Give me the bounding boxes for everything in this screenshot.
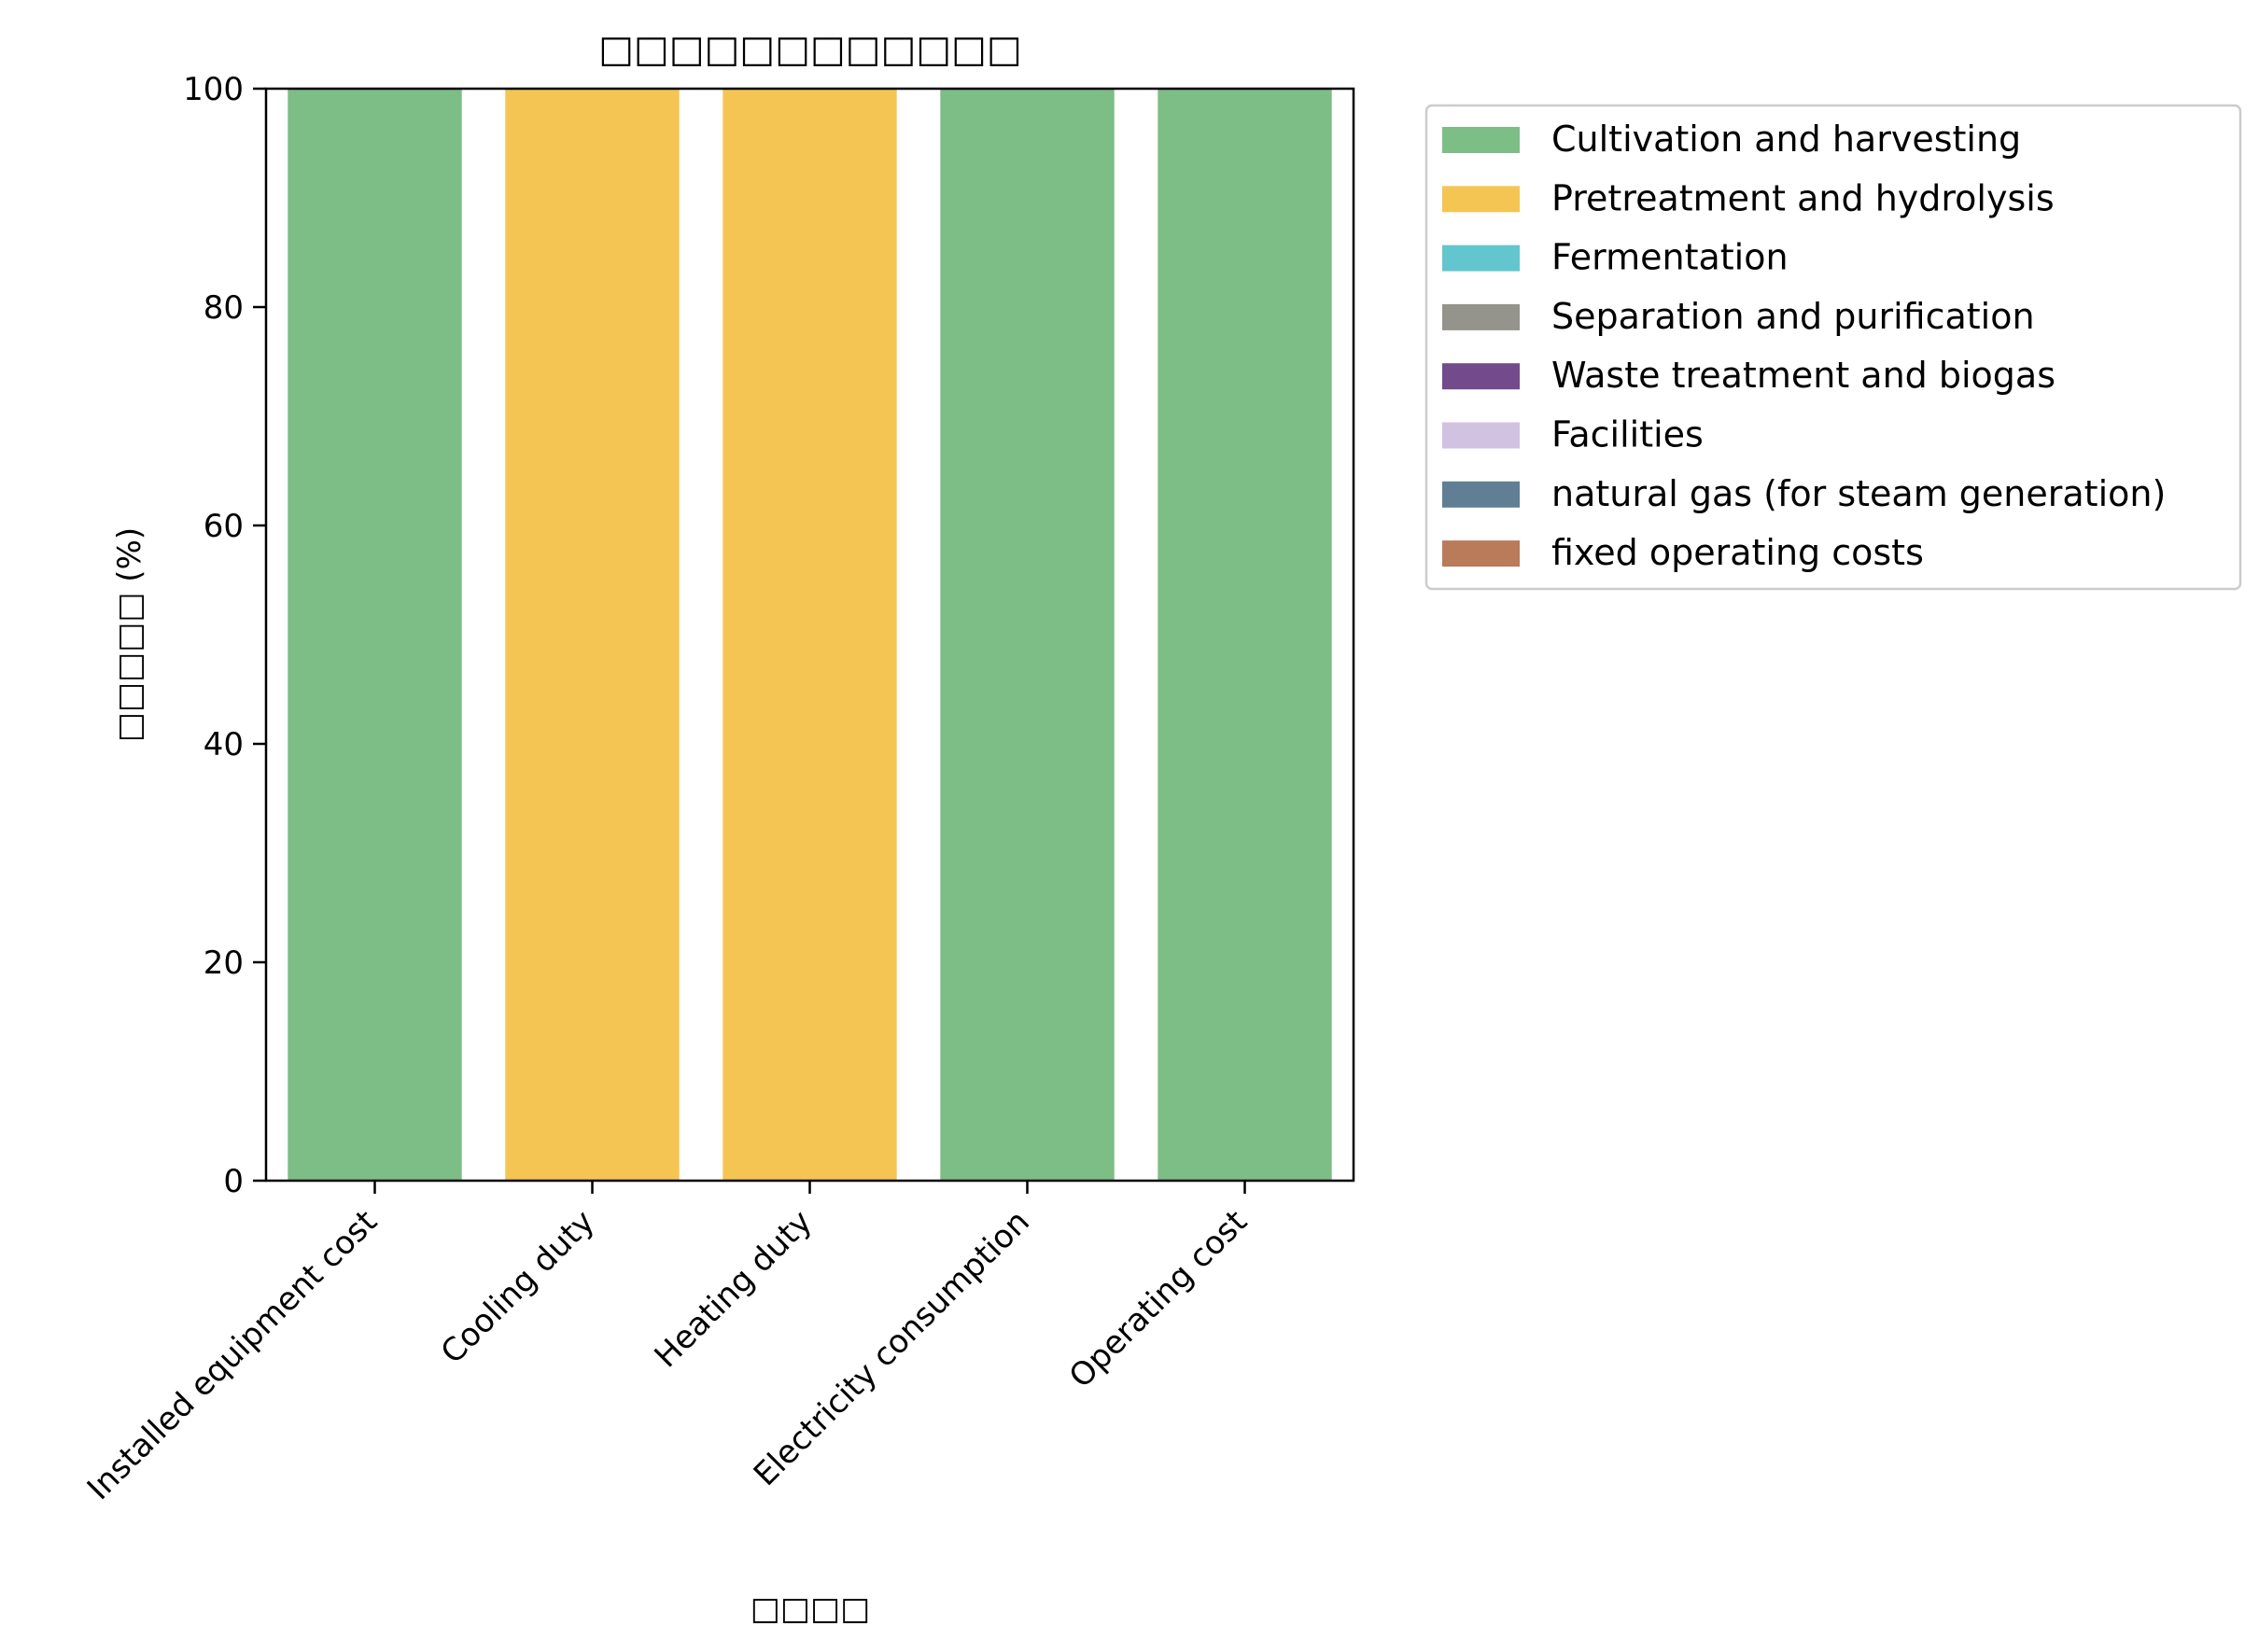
x-tick-label: Heating duty bbox=[648, 1203, 820, 1375]
x-tick-label: Operating cost bbox=[1062, 1203, 1255, 1395]
x-axis: Installed equipment cost Cooling duty Heat… bbox=[80, 1181, 1255, 1507]
y-tick-label: 0 bbox=[223, 1163, 244, 1200]
bar-segment bbox=[288, 89, 462, 1181]
bars-group bbox=[288, 89, 1332, 1181]
legend-swatch bbox=[1442, 245, 1520, 272]
y-tick-label: 40 bbox=[203, 726, 244, 763]
legend-label: Pretreatment and hydrolysis bbox=[1551, 177, 2055, 218]
legend-label: fixed operating costs bbox=[1551, 532, 1924, 573]
legend: Cultivation and harvesting Pretreatment a… bbox=[1424, 104, 2242, 591]
bar-segment bbox=[723, 89, 897, 1181]
legend-swatch bbox=[1442, 540, 1520, 567]
legend-swatch bbox=[1442, 422, 1520, 449]
legend-frame bbox=[1424, 104, 2242, 591]
bar-segment bbox=[505, 89, 680, 1181]
legend-label: Separation and purification bbox=[1551, 296, 2035, 337]
legend-label: Facilities bbox=[1551, 414, 1704, 455]
legend-label: Fermentation bbox=[1551, 237, 1789, 278]
y-axis: 0 20 40 60 80 100 bbox=[183, 71, 266, 1200]
y-axis-label: □□□□□ (%) bbox=[111, 527, 148, 742]
legend-swatch bbox=[1442, 186, 1520, 213]
y-tick-label: 100 bbox=[183, 71, 244, 108]
y-tick-label: 80 bbox=[203, 289, 244, 327]
legend-swatch bbox=[1442, 481, 1520, 508]
y-tick-label: 60 bbox=[203, 508, 244, 545]
x-tick-label: Installed equipment cost bbox=[80, 1203, 385, 1507]
chart-title: □□□□□□□□□□□□ bbox=[598, 28, 1022, 71]
bar-segment bbox=[940, 89, 1115, 1181]
y-tick-label: 20 bbox=[203, 945, 244, 982]
legend-swatch bbox=[1442, 363, 1520, 390]
x-axis-label: □□□□ bbox=[751, 1590, 871, 1628]
legend-label: Cultivation and harvesting bbox=[1551, 119, 2021, 160]
bar-segment bbox=[1158, 89, 1332, 1181]
legend-label: natural gas (for steam generation) bbox=[1551, 473, 2166, 514]
legend-label: Waste treatment and biogas bbox=[1551, 355, 2056, 396]
x-tick-label: Cooling duty bbox=[434, 1203, 602, 1371]
legend-swatch bbox=[1442, 127, 1520, 153]
legend-swatch bbox=[1442, 303, 1520, 330]
